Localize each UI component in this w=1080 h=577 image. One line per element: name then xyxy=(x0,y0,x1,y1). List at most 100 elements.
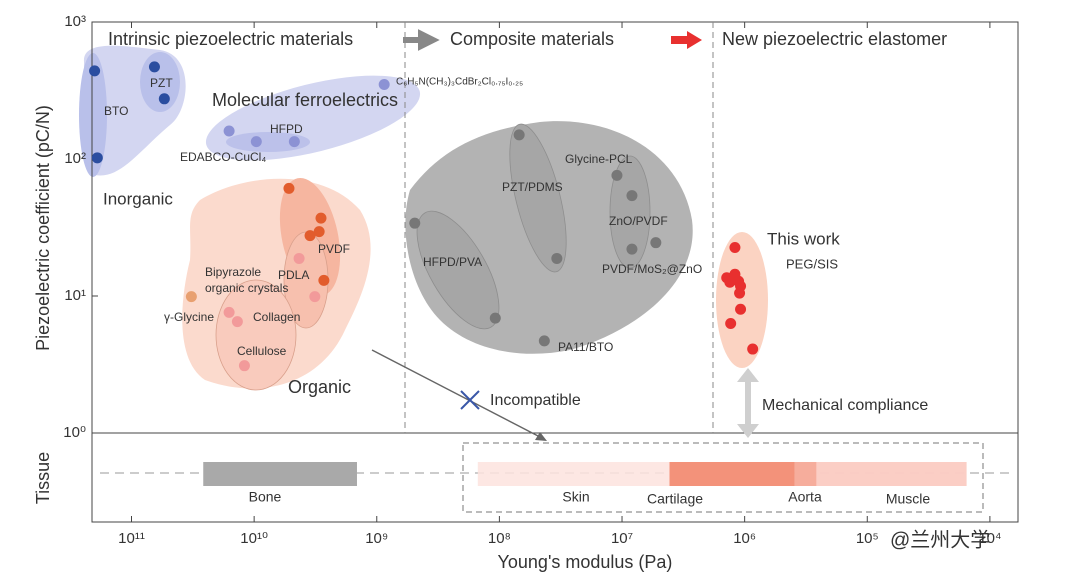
tissue-name: Aorta xyxy=(788,489,822,505)
data-point xyxy=(283,182,295,194)
data-point xyxy=(747,343,759,355)
annotation: New piezoelectric elastomer xyxy=(722,29,947,49)
annotation: Intrinsic piezoelectric materials xyxy=(108,29,353,49)
arrow-head xyxy=(535,432,547,441)
annotation: EDABCO-CuCl₄ xyxy=(180,150,266,164)
tissue-band xyxy=(794,462,817,486)
header-arrow xyxy=(403,29,440,51)
data-point xyxy=(551,252,563,264)
y-tick-label: 10³ xyxy=(64,13,86,30)
x-tick-label: 10¹¹ xyxy=(118,530,145,547)
data-point xyxy=(185,291,197,303)
hfpd-region xyxy=(226,132,310,152)
cross-mark xyxy=(460,390,480,410)
x-tick-label: 10⁹ xyxy=(365,530,388,547)
tissue-band xyxy=(669,462,795,486)
pzt-pdms-region xyxy=(509,123,567,273)
x-tick-label: 10⁷ xyxy=(611,530,633,547)
data-point xyxy=(89,65,101,77)
data-point xyxy=(378,78,390,90)
data-point xyxy=(489,312,501,324)
collagen-region xyxy=(215,279,297,391)
annotation: organic crystals xyxy=(205,281,288,295)
hfpd-pva-region xyxy=(416,210,500,330)
annotation: PEG/SIS xyxy=(786,256,838,271)
data-point xyxy=(315,212,327,224)
annotation: HFPD/PVA xyxy=(423,255,482,269)
bto-region xyxy=(79,53,107,177)
data-point xyxy=(223,125,235,137)
annotation: Composite materials xyxy=(450,29,614,49)
zno-pvdf-region xyxy=(609,155,651,269)
data-point xyxy=(238,360,250,372)
plot-frame xyxy=(91,21,1019,523)
data-point xyxy=(735,303,747,315)
y-tick-label: 10⁰ xyxy=(63,424,86,441)
data-point xyxy=(293,252,305,264)
group-label: Organic xyxy=(288,377,351,397)
data-point xyxy=(626,243,638,255)
double-arrow-heads xyxy=(737,368,759,438)
annotation: PZT xyxy=(150,76,173,90)
annotation: PA11/BTO xyxy=(558,340,613,354)
annotation: Collagen xyxy=(253,310,300,324)
data-point xyxy=(250,136,262,148)
data-point xyxy=(309,291,321,303)
tissue-name: Muscle xyxy=(886,491,931,507)
tissue-band xyxy=(816,462,967,486)
x-tick-label: 10⁶ xyxy=(733,530,756,547)
annotation: ZnO/PVDF xyxy=(609,214,668,228)
x-tick-label: 10⁸ xyxy=(488,530,511,547)
group-label: This work xyxy=(767,229,840,248)
data-point xyxy=(223,306,235,318)
annotation: @兰州大学 xyxy=(890,528,990,551)
annotation: Cellulose xyxy=(237,344,287,358)
annotation: HFPD xyxy=(270,122,303,136)
x-tick-label: 10⁵ xyxy=(856,530,879,547)
x-tick-label: 10⁴ xyxy=(978,530,1001,547)
y-tick-label: 10¹ xyxy=(64,287,86,304)
x-tick-label: 10¹⁰ xyxy=(240,530,268,547)
data-point xyxy=(318,274,330,286)
tissue-band xyxy=(203,462,357,486)
annotation: PVDF xyxy=(318,242,350,256)
annotation: PVDF/MoS₂@ZnO xyxy=(602,262,702,276)
annotation: Mechanical compliance xyxy=(762,397,928,414)
annotation: γ-Glycine xyxy=(164,310,214,324)
data-point xyxy=(409,217,421,229)
annotation: Incompatible xyxy=(490,392,581,409)
tissue-label: Tissue xyxy=(33,452,53,504)
data-point xyxy=(626,190,638,202)
data-point xyxy=(513,129,525,141)
annotation: Bipyrazole xyxy=(205,265,261,279)
header-arrow-head xyxy=(687,31,702,49)
data-point xyxy=(729,241,741,253)
tissue-name: Bone xyxy=(249,489,282,505)
arrow xyxy=(371,349,541,438)
group-label: Molecular ferroelectrics xyxy=(212,90,398,110)
data-point xyxy=(231,316,243,328)
x-axis-label: Young's modulus (Pa) xyxy=(498,552,673,572)
data-point xyxy=(158,93,170,105)
data-point xyxy=(734,287,746,299)
tissue-name: Skin xyxy=(562,489,589,505)
data-point xyxy=(650,237,662,249)
annotation: BTO xyxy=(104,104,128,118)
data-point xyxy=(288,136,300,148)
annotation: Glycine-PCL xyxy=(565,152,633,166)
data-point xyxy=(724,276,736,288)
group-label: Inorganic xyxy=(103,189,173,208)
data-point xyxy=(611,169,623,181)
y-tick-label: 10² xyxy=(64,150,86,167)
tissue-name: Cartilage xyxy=(647,491,703,507)
y-axis-label: Piezoelectric coefficient (pC/N) xyxy=(33,105,53,351)
annotation: PZT/PDMS xyxy=(502,180,563,194)
data-point xyxy=(538,335,550,347)
annotation: C₆H₅N(CH₃)₃CdBr₂Cl₀.₇₅I₀.₂₅ xyxy=(396,77,523,88)
data-point xyxy=(148,61,160,73)
tissue-box xyxy=(462,442,984,513)
annotation: PDLA xyxy=(278,268,309,282)
data-point xyxy=(725,317,737,329)
data-point xyxy=(91,152,103,164)
